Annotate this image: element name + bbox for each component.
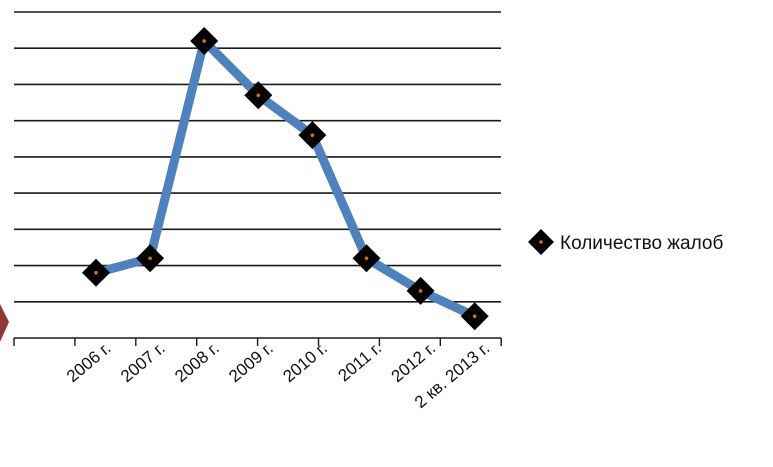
left-edge-shape [0, 304, 9, 342]
data-point-center [364, 256, 369, 261]
data-point-center [202, 39, 206, 43]
legend-marker-center [539, 240, 543, 244]
data-point-center [148, 256, 152, 261]
data-point-center [472, 314, 477, 319]
x-tick-label: 2006 г. [63, 339, 115, 387]
data-point-center [418, 289, 423, 293]
x-tick-label: 2007 г. [117, 339, 169, 387]
legend-label: Количество жалоб [560, 233, 723, 254]
x-tick-label: 2010 г. [279, 339, 331, 387]
data-point-center [94, 271, 98, 275]
data-point-center [310, 133, 315, 137]
x-tick-label: 2009 г. [225, 339, 277, 387]
x-tick-label: 2011 г. [334, 339, 385, 386]
data-point-center [256, 93, 261, 98]
series-line [91, 36, 480, 321]
